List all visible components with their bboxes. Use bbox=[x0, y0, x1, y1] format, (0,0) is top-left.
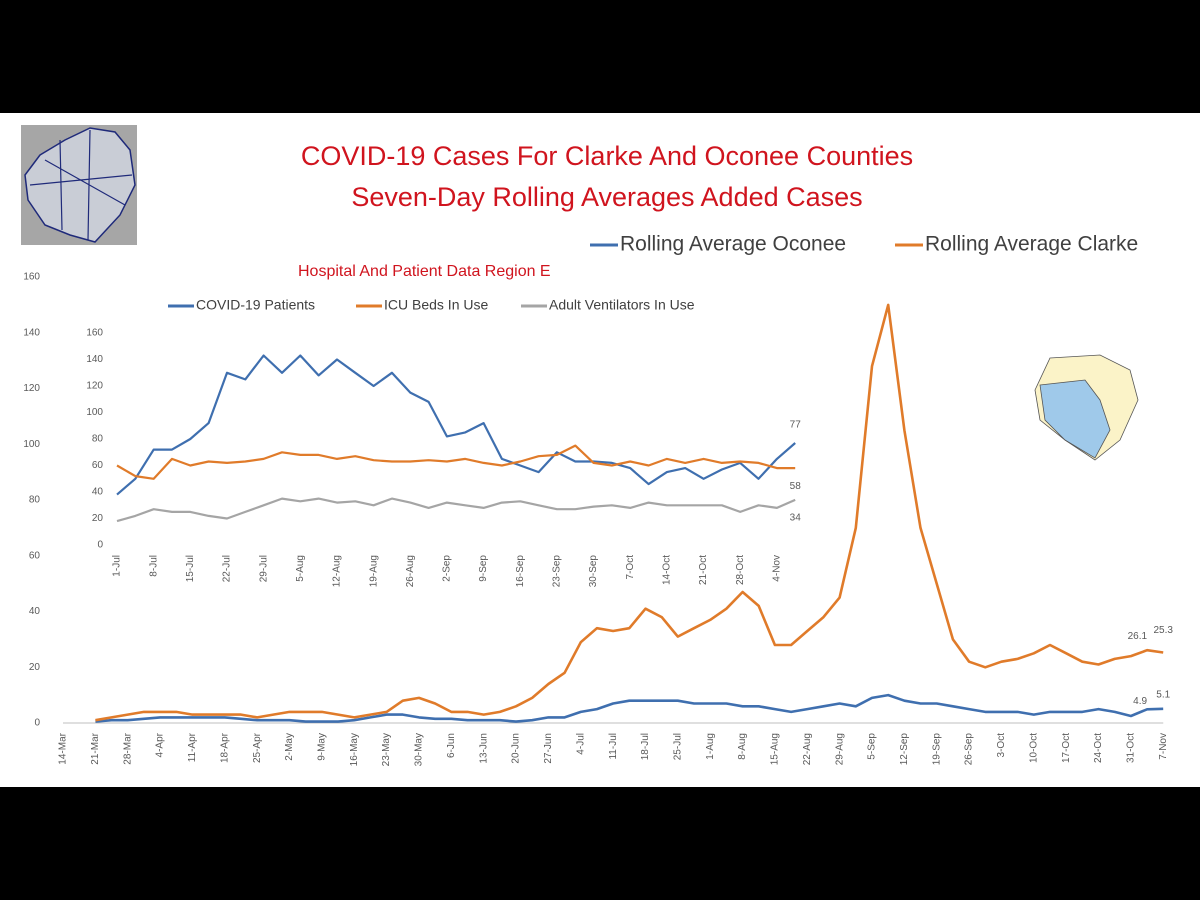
x-tick-label: 19-Aug bbox=[368, 555, 379, 587]
y-tick-label: 100 bbox=[86, 407, 103, 418]
x-tick-label: 7-Oct bbox=[625, 555, 636, 580]
x-tick-label: 23-May bbox=[381, 733, 392, 766]
x-tick-label: 12-Sep bbox=[899, 733, 910, 766]
x-tick-label: 18-Jul bbox=[640, 733, 651, 760]
chart-title: COVID-19 Cases For Clarke And Oconee Cou… bbox=[301, 141, 913, 171]
x-tick-label: 4-Jul bbox=[575, 733, 586, 755]
y-tick-label: 80 bbox=[92, 434, 104, 445]
x-tick-label: 22-Aug bbox=[802, 733, 813, 765]
x-tick-label: 14-Oct bbox=[662, 555, 673, 585]
y-tick-label: 140 bbox=[23, 327, 40, 338]
x-tick-label: 7-Nov bbox=[1158, 733, 1169, 760]
y-tick-label: 60 bbox=[29, 550, 41, 561]
x-tick-label: 11-Jul bbox=[608, 733, 619, 760]
x-tick-label: 3-Oct bbox=[996, 733, 1007, 758]
y-tick-label: 40 bbox=[29, 606, 41, 617]
x-tick-label: 23-Sep bbox=[552, 555, 563, 588]
series-line bbox=[95, 303, 1164, 722]
x-tick-label: 5-Aug bbox=[295, 555, 306, 582]
x-tick-label: 1-Jul bbox=[112, 555, 123, 577]
y-tick-label: 120 bbox=[86, 381, 103, 392]
x-tick-label: 14-Mar bbox=[58, 732, 69, 764]
data-label: 5.1 bbox=[1156, 689, 1170, 700]
x-tick-label: 18-Apr bbox=[219, 732, 230, 763]
x-tick-label: 25-Jul bbox=[672, 733, 683, 760]
x-tick-label: 29-Jul bbox=[258, 555, 269, 582]
y-tick-label: 160 bbox=[23, 272, 40, 283]
x-tick-label: 4-Nov bbox=[772, 555, 783, 582]
x-tick-label: 9-Sep bbox=[478, 555, 489, 582]
x-tick-label: 19-Sep bbox=[931, 733, 942, 766]
x-tick-label: 30-Sep bbox=[588, 555, 599, 588]
series-line bbox=[116, 444, 796, 480]
x-tick-label: 5-Sep bbox=[867, 733, 878, 760]
inset-title: Hospital And Patient Data Region E bbox=[298, 263, 551, 280]
x-tick-label: 26-Sep bbox=[964, 733, 975, 766]
data-label: 77 bbox=[790, 420, 802, 431]
x-tick-label: 2-Sep bbox=[442, 555, 453, 582]
y-tick-label: 20 bbox=[29, 662, 41, 673]
x-tick-label: 16-Sep bbox=[515, 555, 526, 588]
x-tick-label: 26-Aug bbox=[405, 555, 416, 587]
x-tick-label: 31-Oct bbox=[1126, 733, 1137, 763]
x-tick-label: 13-Jun bbox=[478, 733, 489, 764]
y-tick-label: 120 bbox=[23, 383, 40, 394]
x-tick-label: 29-Aug bbox=[834, 733, 845, 765]
y-tick-label: 80 bbox=[29, 495, 41, 506]
x-tick-label: 30-May bbox=[414, 733, 425, 766]
series-line bbox=[116, 354, 796, 496]
series-line bbox=[116, 497, 796, 523]
y-tick-label: 140 bbox=[86, 354, 103, 365]
x-tick-label: 12-Aug bbox=[332, 555, 343, 587]
y-tick-label: 100 bbox=[23, 439, 40, 450]
data-label: 25.3 bbox=[1154, 625, 1174, 636]
legend-label: Rolling Average Clarke bbox=[925, 233, 1138, 256]
x-tick-label: 2-May bbox=[284, 733, 295, 761]
y-tick-label: 40 bbox=[92, 487, 104, 498]
x-tick-label: 8-Jul bbox=[148, 555, 159, 577]
y-tick-label: 0 bbox=[34, 718, 40, 729]
legend-label: Adult Ventilators In Use bbox=[549, 297, 695, 313]
y-tick-label: 0 bbox=[97, 540, 103, 551]
county-map bbox=[21, 125, 137, 245]
data-label: 58 bbox=[790, 481, 802, 492]
y-tick-label: 20 bbox=[92, 513, 104, 524]
chart-subtitle: Seven-Day Rolling Averages Added Cases bbox=[351, 182, 862, 212]
x-tick-label: 1-Aug bbox=[705, 733, 716, 760]
legend-label: Rolling Average Oconee bbox=[620, 233, 846, 256]
x-tick-label: 10-Oct bbox=[1028, 733, 1039, 763]
x-tick-label: 27-Jun bbox=[543, 733, 554, 764]
data-label: 26.1 bbox=[1128, 631, 1148, 642]
x-tick-label: 15-Aug bbox=[770, 733, 781, 765]
legend-label: COVID-19 Patients bbox=[196, 297, 315, 313]
x-tick-label: 22-Jul bbox=[222, 555, 233, 582]
x-tick-label: 11-Apr bbox=[187, 732, 198, 762]
x-tick-label: 9-May bbox=[317, 733, 328, 761]
x-tick-label: 28-Mar bbox=[122, 732, 133, 764]
x-tick-label: 25-Apr bbox=[252, 732, 263, 763]
data-label: 34 bbox=[790, 513, 802, 524]
legend-label: ICU Beds In Use bbox=[384, 297, 488, 313]
y-tick-label: 60 bbox=[92, 460, 104, 471]
x-tick-label: 28-Oct bbox=[735, 555, 746, 585]
series-line bbox=[95, 693, 1164, 723]
x-tick-label: 21-Mar bbox=[90, 732, 101, 764]
data-label: 4.9 bbox=[1133, 696, 1147, 707]
x-tick-label: 8-Aug bbox=[737, 733, 748, 760]
x-tick-label: 16-May bbox=[349, 733, 360, 766]
region-map bbox=[1025, 350, 1147, 468]
chart-area bbox=[0, 113, 1200, 787]
x-tick-label: 24-Oct bbox=[1093, 733, 1104, 763]
y-tick-label: 160 bbox=[86, 328, 103, 339]
x-tick-label: 21-Oct bbox=[698, 555, 709, 585]
x-tick-label: 15-Jul bbox=[185, 555, 196, 582]
x-tick-label: 17-Oct bbox=[1061, 733, 1072, 763]
x-tick-label: 20-Jun bbox=[511, 733, 522, 764]
x-tick-label: 4-Apr bbox=[155, 732, 166, 757]
x-tick-label: 6-Jun bbox=[446, 733, 457, 758]
